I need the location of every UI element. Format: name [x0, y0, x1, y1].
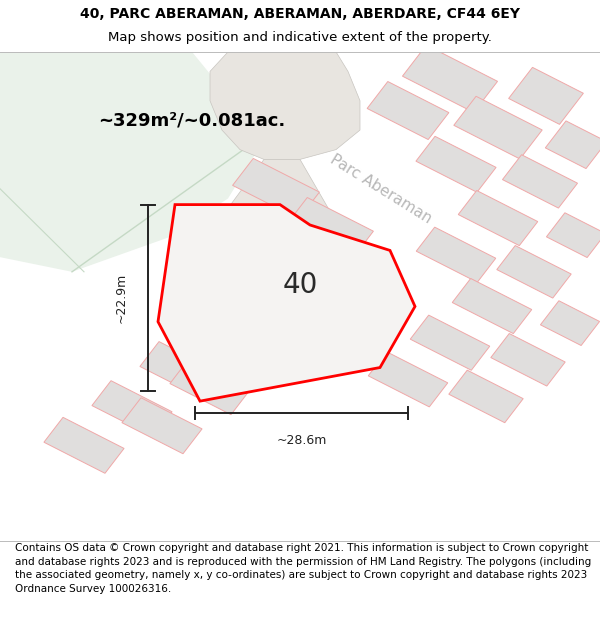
- Polygon shape: [92, 381, 172, 437]
- Polygon shape: [454, 96, 542, 159]
- Polygon shape: [410, 315, 490, 370]
- Polygon shape: [170, 359, 250, 414]
- Polygon shape: [452, 279, 532, 334]
- Polygon shape: [228, 159, 396, 345]
- Polygon shape: [233, 158, 319, 219]
- Text: ~28.6m: ~28.6m: [277, 434, 326, 447]
- Polygon shape: [158, 204, 415, 401]
- Polygon shape: [368, 352, 448, 407]
- Text: Map shows position and indicative extent of the property.: Map shows position and indicative extent…: [108, 31, 492, 44]
- Polygon shape: [497, 246, 571, 298]
- Polygon shape: [185, 300, 271, 361]
- Text: ~22.9m: ~22.9m: [115, 272, 128, 323]
- Polygon shape: [0, 52, 264, 272]
- Polygon shape: [140, 342, 220, 398]
- Polygon shape: [403, 45, 497, 112]
- Text: Contains OS data © Crown copyright and database right 2021. This information is : Contains OS data © Crown copyright and d…: [15, 543, 591, 594]
- Polygon shape: [122, 398, 202, 454]
- Text: ~329m²/~0.081ac.: ~329m²/~0.081ac.: [98, 111, 286, 129]
- Polygon shape: [210, 52, 360, 159]
- Polygon shape: [458, 191, 538, 246]
- Polygon shape: [416, 136, 496, 192]
- Polygon shape: [287, 198, 373, 258]
- Polygon shape: [491, 334, 565, 386]
- Polygon shape: [367, 81, 449, 139]
- Polygon shape: [547, 213, 600, 258]
- Polygon shape: [541, 301, 599, 346]
- Polygon shape: [44, 418, 124, 473]
- Polygon shape: [449, 370, 523, 423]
- Text: 40, PARC ABERAMAN, ABERAMAN, ABERDARE, CF44 6EY: 40, PARC ABERAMAN, ABERAMAN, ABERDARE, C…: [80, 7, 520, 21]
- Polygon shape: [509, 68, 583, 124]
- Polygon shape: [239, 318, 325, 378]
- Text: Parc Aberaman: Parc Aberaman: [328, 151, 434, 226]
- Text: 40: 40: [283, 271, 318, 299]
- Polygon shape: [502, 155, 578, 208]
- Polygon shape: [545, 121, 600, 169]
- Polygon shape: [416, 227, 496, 282]
